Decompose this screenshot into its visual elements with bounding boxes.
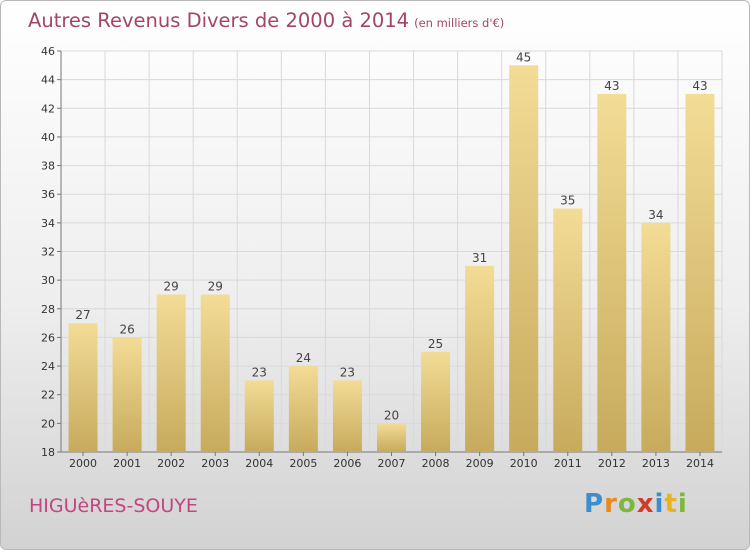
- data-label: 25: [428, 337, 443, 351]
- x-tick-label: 2009: [466, 457, 494, 470]
- bar: [244, 380, 274, 452]
- data-label: 29: [164, 279, 179, 293]
- x-tick-label: 2000: [69, 457, 97, 470]
- bar: [553, 208, 583, 452]
- bar: [377, 423, 406, 452]
- data-label: 31: [472, 251, 487, 265]
- logo-letter: i: [677, 489, 688, 519]
- bars: [68, 65, 715, 453]
- data-label: 35: [560, 194, 575, 208]
- y-tick-label: 46: [41, 45, 55, 58]
- chart-title-block: Autres Revenus Divers de 2000 à 2014 (en …: [28, 9, 504, 32]
- chart-title: Autres Revenus Divers de 2000 à 2014: [28, 9, 410, 32]
- logo-letter: i: [654, 489, 665, 519]
- y-tick-label: 38: [41, 160, 55, 173]
- logo-letter: o: [617, 489, 637, 519]
- x-tick-label: 2004: [245, 457, 273, 470]
- data-labels: 27 26 29 29 23 24 23 20 25 31 45 35 43 34 43: [75, 50, 707, 422]
- logo-letter: P: [584, 489, 605, 519]
- y-tick-label: 26: [41, 331, 55, 344]
- bar: [156, 294, 186, 452]
- y-tick-label: 40: [41, 131, 55, 144]
- data-label: 45: [516, 50, 531, 64]
- logo-letter: x: [636, 489, 655, 519]
- bar: [509, 65, 539, 453]
- x-tick-label: 2005: [289, 457, 317, 470]
- x-tick-label: 2006: [333, 457, 361, 470]
- bar: [685, 93, 715, 452]
- data-label: 24: [296, 351, 311, 365]
- bar: [200, 294, 230, 452]
- y-tick-label: 22: [41, 389, 55, 402]
- x-tick-label: 2012: [598, 457, 626, 470]
- data-label: 23: [252, 365, 267, 379]
- bar: [112, 337, 142, 452]
- bar: [68, 323, 98, 452]
- data-label: 43: [692, 79, 707, 93]
- y-tick-label: 44: [41, 74, 55, 87]
- bar: [597, 93, 627, 452]
- y-tick-label: 28: [41, 303, 55, 316]
- x-tick-label: 2002: [157, 457, 185, 470]
- logo-letter: r: [604, 489, 618, 519]
- y-tick-label: 20: [41, 417, 55, 430]
- data-label: 43: [604, 79, 619, 93]
- chart-unit: (en milliers d'€): [414, 16, 505, 30]
- y-tick-label: 36: [41, 188, 55, 201]
- x-tick-label: 2003: [201, 457, 229, 470]
- y-tick-label: 34: [41, 217, 55, 230]
- data-label: 27: [75, 308, 90, 322]
- axes: 18 20 22 24 26 28 30 32 34 36 38 40 42 44 46 2000 2001 20…: [41, 45, 722, 470]
- x-tick-label: 2007: [378, 457, 406, 470]
- y-tick-label: 30: [41, 274, 55, 287]
- data-label: 34: [648, 208, 663, 222]
- logo-letter: t: [664, 489, 678, 519]
- data-label: 29: [208, 279, 223, 293]
- x-tick-label: 2008: [422, 457, 450, 470]
- x-tick-label: 2014: [686, 457, 714, 470]
- y-tick-label: 18: [41, 446, 55, 459]
- bar: [288, 366, 318, 452]
- y-tick-label: 42: [41, 102, 55, 115]
- x-tick-label: 2001: [113, 457, 141, 470]
- x-tick-label: 2010: [510, 457, 538, 470]
- y-tick-label: 32: [41, 246, 55, 259]
- commune-name: HIGUèRES-SOUYE: [29, 495, 198, 517]
- x-tick-label: 2013: [642, 457, 670, 470]
- y-tick-label: 24: [41, 360, 55, 373]
- bar: [641, 222, 671, 452]
- bar: [421, 351, 451, 452]
- data-label: 23: [340, 365, 355, 379]
- x-tick-label: 2011: [554, 457, 582, 470]
- bar: [332, 380, 362, 452]
- data-label: 20: [384, 408, 399, 422]
- proxiti-logo[interactable]: Proxiti: [584, 489, 688, 519]
- data-label: 26: [119, 322, 134, 336]
- bar: [465, 265, 495, 452]
